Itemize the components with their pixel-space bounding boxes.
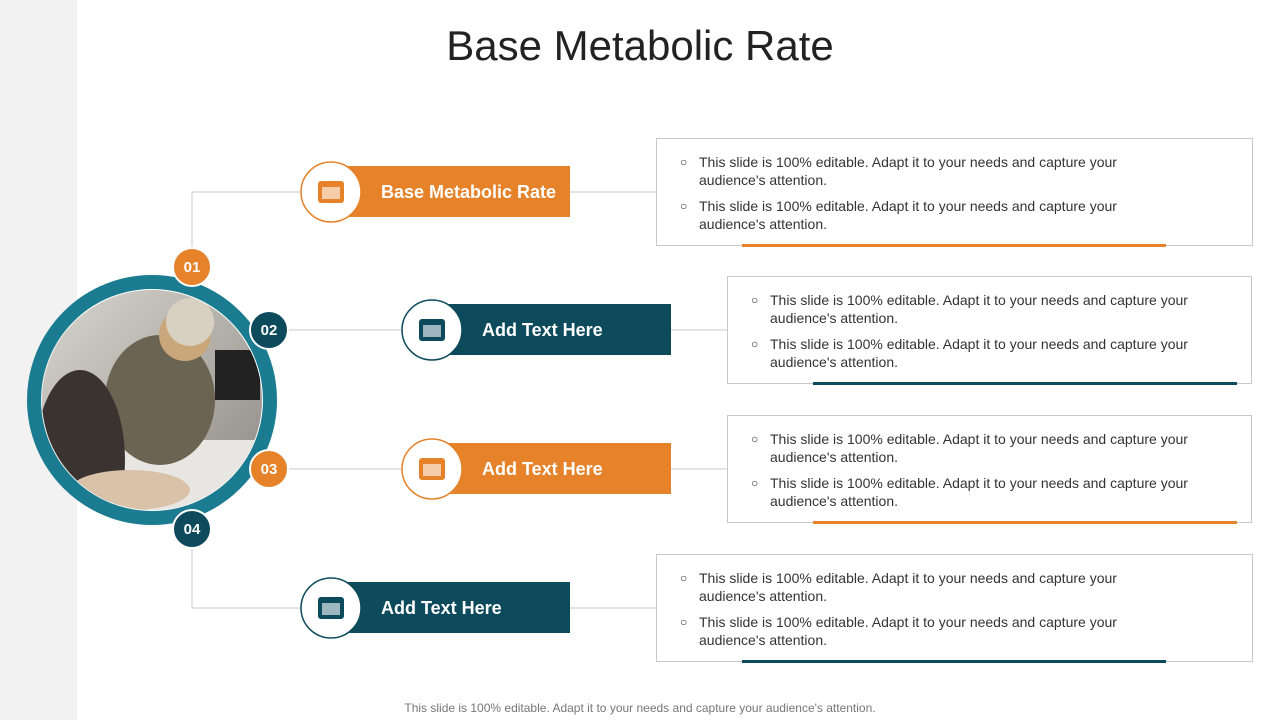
bullet-dot: ○ [751, 337, 759, 351]
bullet-text: This slide is 100% editable. Adapt it to… [770, 475, 1188, 509]
icon-detail [423, 325, 441, 337]
label: Add Text Here [482, 320, 603, 340]
number-badge [249, 449, 289, 489]
bullet-dot: ○ [680, 571, 688, 585]
bullet-text: This slide is 100% editable. Adapt it to… [699, 570, 1117, 604]
bullet-dot: ○ [680, 615, 688, 629]
bullet-dot: ○ [680, 155, 688, 169]
label: Add Text Here [381, 598, 502, 618]
number-badge [172, 509, 212, 549]
text-box: ○ This slide is 100% editable. Adapt it t… [727, 276, 1252, 385]
bullet-text: This slide is 100% editable. Adapt it to… [770, 292, 1188, 326]
icon-detail [322, 603, 340, 615]
underline [742, 660, 1166, 663]
label-bar [331, 582, 570, 633]
title: Base Metabolic Rate [446, 22, 834, 69]
bullet-text: This slide is 100% editable. Adapt it to… [770, 336, 1188, 370]
bullet-dot: ○ [680, 199, 688, 213]
label-bar [432, 443, 671, 494]
label-bar [331, 166, 570, 217]
underline [813, 382, 1237, 385]
text-box: ○ This slide is 100% editable. Adapt it t… [656, 138, 1253, 247]
icon-detail [423, 464, 441, 476]
photo-ring [27, 275, 277, 525]
bullet-text: This slide is 100% editable. Adapt it to… [699, 614, 1117, 648]
text-box: ○ This slide is 100% editable. Adapt it t… [727, 415, 1252, 524]
bullet-text: This slide is 100% editable. Adapt it to… [699, 154, 1117, 188]
bullet-text: This slide is 100% editable. Adapt it to… [699, 198, 1117, 232]
underline [813, 521, 1237, 524]
number-badge [172, 247, 212, 287]
number: 04 [184, 521, 201, 538]
label-bar [432, 304, 671, 355]
number: 02 [261, 322, 278, 339]
underline [742, 244, 1166, 247]
text-box: ○ This slide is 100% editable. Adapt it t… [656, 554, 1253, 663]
bullet-dot: ○ [751, 432, 759, 446]
footer: This slide is 100% editable. Adapt it to… [404, 701, 876, 715]
icon-detail [322, 187, 340, 199]
bullet-text: This slide is 100% editable. Adapt it to… [770, 431, 1188, 465]
label: Base Metabolic Rate [381, 182, 556, 202]
number-badge [249, 310, 289, 350]
bullet-dot: ○ [751, 476, 759, 490]
number: 03 [261, 461, 278, 478]
number: 01 [184, 259, 201, 276]
label: Add Text Here [482, 459, 603, 479]
bullet-dot: ○ [751, 293, 759, 307]
